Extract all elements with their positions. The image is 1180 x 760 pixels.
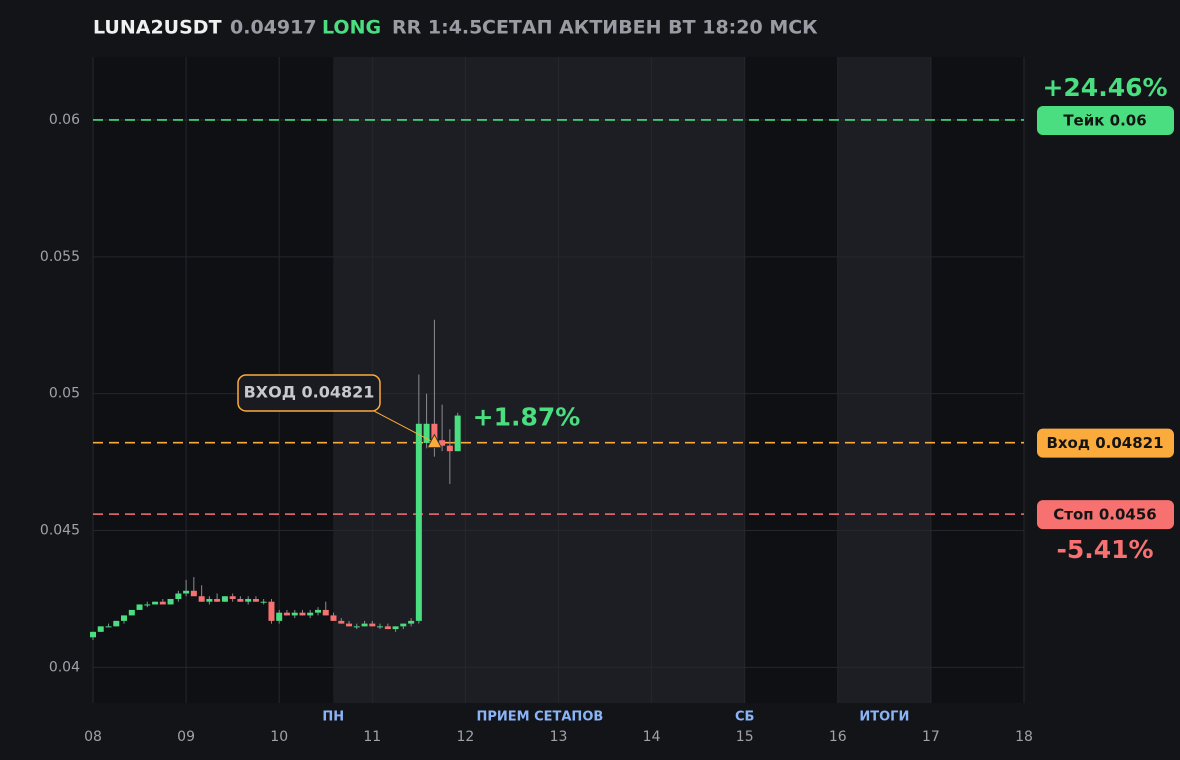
annotation-text: ВХОД 0.04821 (244, 383, 375, 402)
candle-body (128, 609, 135, 616)
x-tick-label: 15 (736, 729, 754, 745)
entry-marker (426, 433, 443, 449)
rr: RR 1:4.5 (392, 17, 482, 39)
candle-body (237, 598, 244, 602)
status: СЕТАП АКТИВЕН ВТ 18:20 МСК (482, 17, 818, 39)
candle-body (97, 626, 104, 632)
candle-body (400, 623, 407, 627)
session-band (333, 57, 745, 703)
candle-body (408, 620, 415, 624)
candle-body (260, 601, 267, 603)
candle-body (315, 609, 322, 613)
session-label: ПРИЕМ СЕТАПОВ (476, 710, 603, 725)
candle-body (392, 626, 399, 630)
candle-body (384, 626, 391, 630)
x-tick-label: 13 (550, 729, 568, 745)
candle-body (283, 612, 290, 616)
candle-body (338, 620, 345, 624)
candle-body (268, 601, 275, 621)
candle-body (105, 626, 112, 628)
session-label: ИТОГИ (859, 710, 909, 725)
x-tick-label: 16 (829, 729, 847, 745)
candle-body (252, 598, 259, 602)
symbol: LUNA2USDT (93, 17, 222, 39)
candle-body (353, 626, 360, 628)
session-band (837, 57, 931, 703)
level-label: Стоп 0.0456 (1053, 506, 1156, 524)
x-tick-label: 11 (363, 729, 381, 745)
y-tick-label: 0.05 (49, 386, 80, 402)
candle-body (144, 604, 151, 606)
x-tick-label: 08 (84, 729, 102, 745)
candle-body (229, 596, 236, 599)
x-tick-label: 10 (270, 729, 288, 745)
candle-body (439, 440, 446, 446)
y-tick-label: 0.06 (49, 112, 80, 128)
level-change: +24.46% (1042, 73, 1167, 102)
candle-body (299, 612, 306, 616)
candle-body (113, 620, 120, 627)
candle-body (221, 596, 228, 602)
level-label: Вход 0.04821 (1046, 434, 1163, 452)
price: 0.04917 (230, 17, 317, 39)
candle-body (214, 598, 221, 602)
annotation-connector (371, 409, 435, 444)
y-tick-label: 0.045 (40, 523, 80, 539)
candle-body (206, 598, 213, 602)
candle-body (190, 590, 197, 597)
y-tick-label: 0.055 (40, 249, 80, 265)
last-change: +1.87% (473, 403, 581, 432)
candle-body (136, 604, 143, 610)
candle-body (152, 601, 159, 605)
candle-body (183, 590, 190, 594)
candle-body (175, 593, 182, 599)
candle-body (121, 615, 128, 621)
level-badge (1037, 428, 1174, 458)
side: LONG (322, 17, 381, 39)
candle-body (90, 631, 96, 638)
level-label: Тейк 0.06 (1063, 111, 1146, 129)
x-tick-label: 09 (177, 729, 195, 745)
level-badge (1037, 500, 1174, 530)
y-tick-label: 0.04 (49, 659, 80, 675)
level-badge (1037, 105, 1174, 135)
candle-body (454, 415, 461, 452)
candle-body (346, 623, 353, 627)
candle-body (330, 615, 337, 621)
candle-body (446, 445, 453, 452)
x-tick-label: 12 (456, 729, 474, 745)
candle-body (431, 423, 438, 441)
x-tick-label: 17 (922, 729, 940, 745)
annotation-box (237, 374, 381, 412)
candle-body (276, 612, 283, 621)
session-label: ПН (322, 710, 344, 725)
candle-body (423, 423, 430, 443)
candle-body (361, 623, 368, 627)
candle-body (322, 609, 329, 616)
level-change: -5.41% (1056, 535, 1153, 564)
candle-body (415, 423, 422, 621)
session-label: СБ (735, 710, 754, 725)
x-tick-label: 14 (643, 729, 661, 745)
x-tick-label: 18 (1015, 729, 1033, 745)
candle-body (291, 612, 298, 616)
candle-body (198, 596, 205, 602)
candle-body (369, 623, 376, 627)
candle-body (167, 598, 174, 605)
candle-body (307, 612, 314, 616)
candle-body (159, 601, 166, 605)
candle-body (377, 626, 384, 628)
candle-body (245, 598, 252, 602)
